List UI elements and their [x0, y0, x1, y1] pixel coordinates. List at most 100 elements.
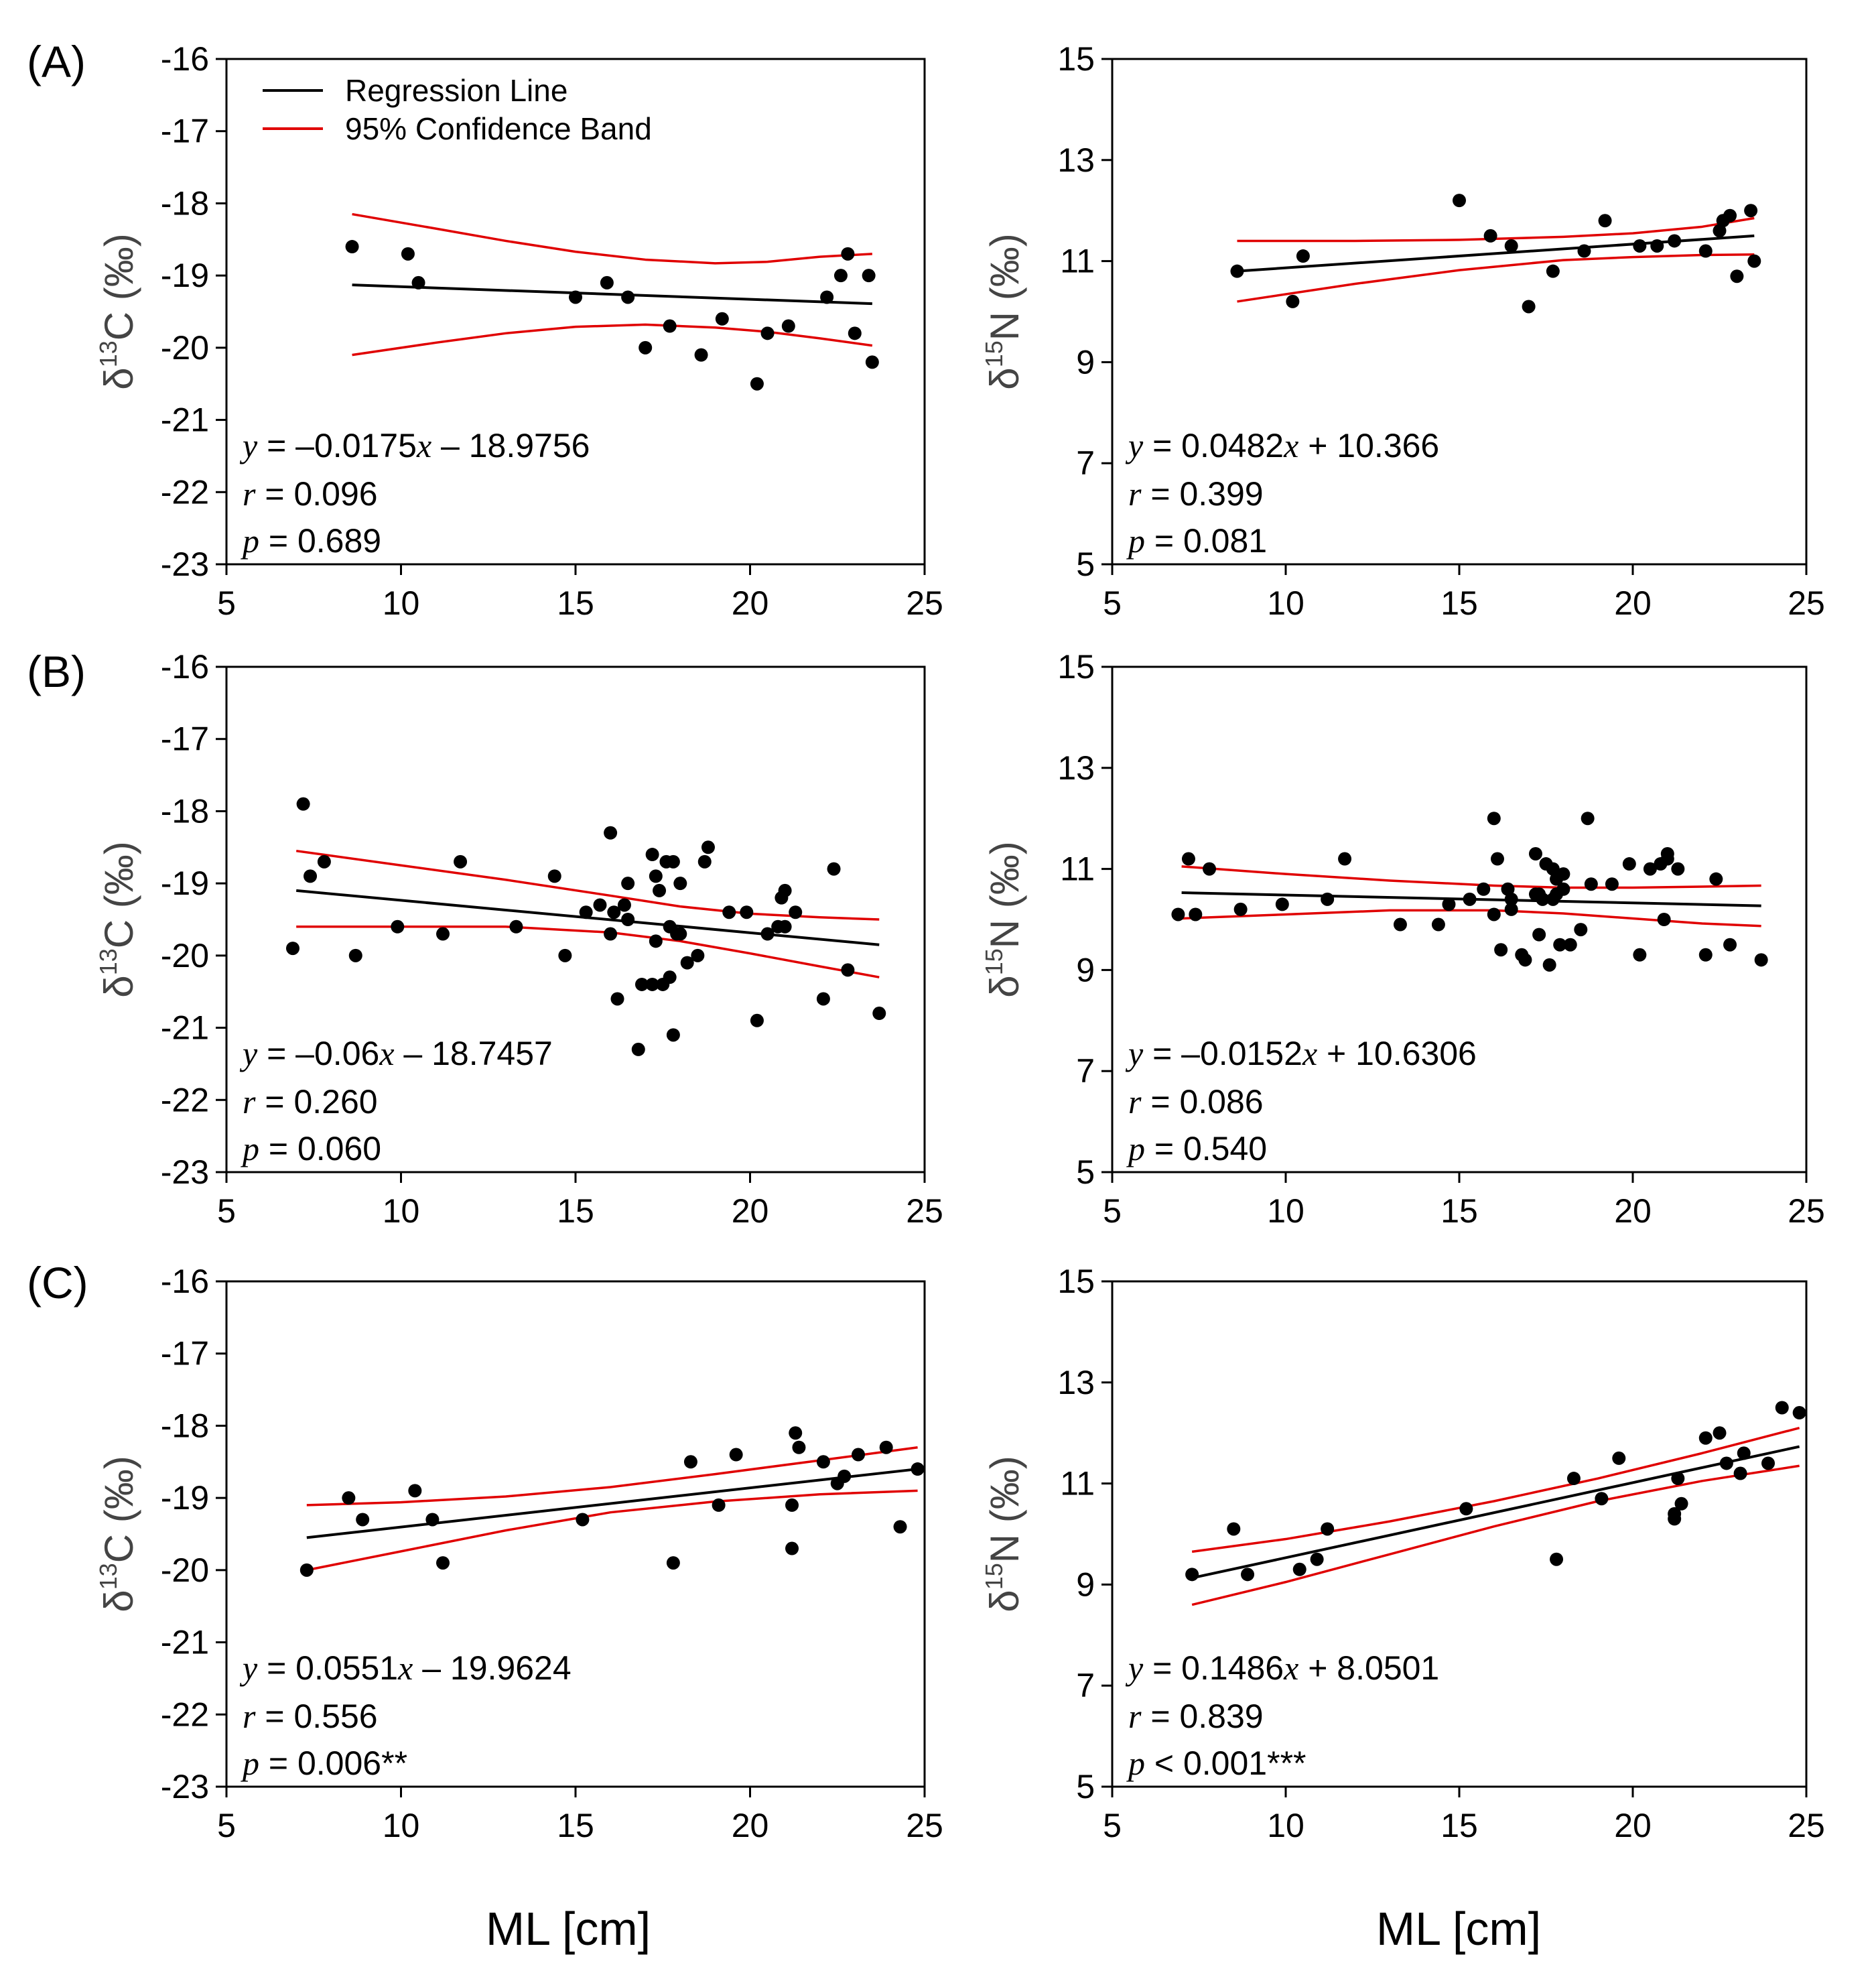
- regression-equation: y = 0.0551x – 19.9624: [239, 1649, 572, 1687]
- data-point: [1723, 938, 1737, 952]
- data-point: [911, 1462, 925, 1476]
- x-tick-label: 20: [1614, 1807, 1652, 1844]
- data-point: [1181, 852, 1195, 866]
- r-value: = 0.260: [255, 1083, 377, 1121]
- y-tick-label: 9: [1076, 343, 1095, 381]
- y-tick-label: 11: [1060, 243, 1095, 280]
- data-point: [1189, 907, 1203, 921]
- data-point: [1775, 1401, 1789, 1415]
- data-point: [785, 1541, 799, 1555]
- data-point: [631, 1042, 645, 1056]
- data-point: [1292, 1562, 1306, 1576]
- data-point: [547, 869, 561, 883]
- data-point: [750, 1013, 764, 1027]
- data-point: [1660, 846, 1674, 860]
- y-axis-label: δ15N (‰): [980, 1456, 1027, 1612]
- data-point: [1185, 1568, 1199, 1582]
- data-point: [1431, 917, 1445, 932]
- y-tick-label: -20: [161, 937, 209, 974]
- y-tick-label: 13: [1057, 141, 1095, 179]
- data-point: [1477, 882, 1491, 896]
- r-symbol: r: [243, 475, 256, 513]
- x-tick-label: 15: [557, 1807, 594, 1844]
- y-tick-label: -21: [161, 1624, 209, 1661]
- r-symbol: r: [243, 1698, 256, 1735]
- data-point: [1754, 953, 1768, 967]
- data-point: [1713, 224, 1727, 238]
- confidence-band-lower: [1181, 909, 1761, 928]
- data-point: [1698, 1431, 1713, 1445]
- data-point: [879, 1440, 893, 1454]
- data-point: [841, 247, 855, 261]
- data-point: [722, 905, 736, 919]
- data-point: [645, 977, 659, 991]
- x-tick-label: 10: [1267, 1807, 1304, 1844]
- x-tick-label: 5: [1103, 584, 1122, 622]
- y-axis-label-element: N (‰): [982, 1456, 1027, 1563]
- data-point: [436, 1556, 450, 1570]
- data-point: [1574, 923, 1588, 937]
- data-point: [1501, 882, 1515, 896]
- p-number: = 0.689: [259, 522, 381, 560]
- y-tick-label: -23: [161, 546, 209, 583]
- y-axis-label-element: C (‰): [96, 233, 141, 340]
- data-point: [1595, 1492, 1609, 1506]
- y-axis-label: δ13C (‰): [94, 1456, 141, 1612]
- p-number: = 0.060: [259, 1130, 381, 1167]
- data-point: [1633, 948, 1647, 962]
- p-number: = 0.006**: [259, 1744, 407, 1782]
- regression-line: [1191, 1445, 1800, 1580]
- panel-A-carbon: -16 -17 -18 -19 -20 -21 -22 -235 10 15 20 25 δ13C (‰…: [94, 40, 943, 622]
- y-axis-label-superscript: 13: [94, 1563, 122, 1590]
- y-tick-label: -17: [161, 1335, 209, 1373]
- data-point: [1730, 269, 1744, 283]
- y-tick-label: 5: [1076, 546, 1095, 583]
- x-tick-label: 5: [217, 584, 236, 622]
- panel-B-carbon: -16 -17 -18 -19 -20 -21 -22 -235 10 15 20 25 δ13C (‰…: [94, 648, 943, 1230]
- y-tick-label: 13: [1057, 749, 1095, 787]
- data-point: [893, 1520, 907, 1534]
- data-point: [792, 1440, 806, 1454]
- equation-intercept: – 19.9624: [413, 1649, 571, 1687]
- x-tick-label: 20: [1614, 1192, 1652, 1230]
- y-tick-label: 7: [1076, 444, 1095, 482]
- confidence-band-upper: [352, 212, 872, 265]
- data-point: [1542, 958, 1556, 972]
- data-point: [666, 1556, 680, 1570]
- data-point: [1563, 938, 1577, 952]
- p-value: p = 0.006**: [241, 1744, 407, 1782]
- equation-slope: = –0.06: [257, 1035, 379, 1072]
- data-point: [1671, 862, 1685, 876]
- p-value: p = 0.081: [1126, 522, 1267, 560]
- data-point: [1230, 264, 1244, 278]
- data-point: [1643, 862, 1657, 876]
- data-point: [1733, 1466, 1747, 1480]
- data-point: [621, 913, 635, 926]
- data-point: [1719, 1456, 1733, 1470]
- p-symbol: p: [241, 1130, 259, 1167]
- data-point: [1577, 244, 1591, 258]
- data-point: [1310, 1552, 1324, 1566]
- y-tick-label: -18: [161, 184, 209, 222]
- y-tick-label: 15: [1057, 648, 1095, 686]
- correlation-r: r = 0.556: [243, 1698, 378, 1735]
- y-tick-label: -20: [161, 1551, 209, 1589]
- data-point: [649, 934, 663, 948]
- data-point: [569, 290, 582, 304]
- data-point: [1737, 1446, 1751, 1460]
- data-point: [691, 948, 705, 962]
- data-point: [697, 854, 712, 869]
- data-point: [872, 1007, 886, 1021]
- data-point: [740, 905, 754, 919]
- data-point: [454, 854, 468, 869]
- x-tick-label: 10: [383, 1807, 420, 1844]
- row-label-c: (C): [27, 1258, 88, 1308]
- data-point: [607, 905, 621, 919]
- data-point: [1713, 1426, 1727, 1440]
- data-point: [649, 869, 663, 883]
- p-number: = 0.540: [1145, 1130, 1267, 1167]
- r-symbol: r: [1128, 1083, 1142, 1121]
- y-axis-label-element: C (‰): [96, 841, 141, 948]
- data-point: [1536, 892, 1550, 906]
- x-tick-label: 15: [557, 1192, 594, 1230]
